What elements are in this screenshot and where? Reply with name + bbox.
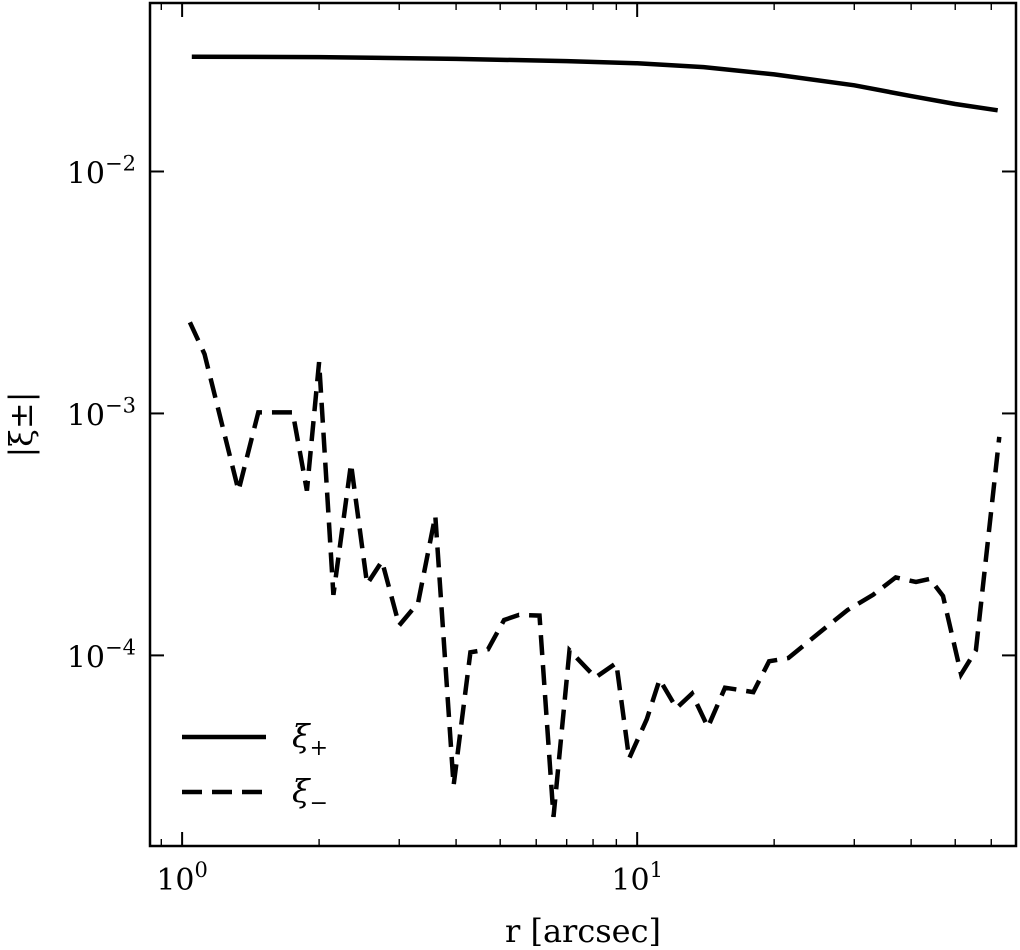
legend-label-xi-plus: ξ+ — [292, 717, 328, 761]
series-layer — [187, 54, 1002, 818]
y-tick-label: 10−2 — [67, 151, 136, 191]
y-axis-label: |ξ±| — [2, 392, 40, 458]
x-tick-label: 100 — [156, 858, 208, 898]
y-tick-label: 10−3 — [67, 393, 136, 433]
series-line-xi-minus — [187, 321, 1002, 818]
legend-label-xi-minus: ξ− — [292, 772, 328, 816]
series-line-xi-plus — [191, 54, 999, 113]
y-tick-label: 10−4 — [67, 635, 136, 675]
tick-labels: 100 101 10−4 10−3 10−2 — [67, 151, 663, 898]
x-axis-label: r [arcsec] — [505, 912, 661, 950]
y-axis-label-text: |ξ±| — [2, 392, 40, 458]
legend: ξ+ ξ− — [182, 717, 328, 816]
plot-frame — [148, 1, 1018, 848]
x-tick-label: 101 — [611, 858, 663, 898]
